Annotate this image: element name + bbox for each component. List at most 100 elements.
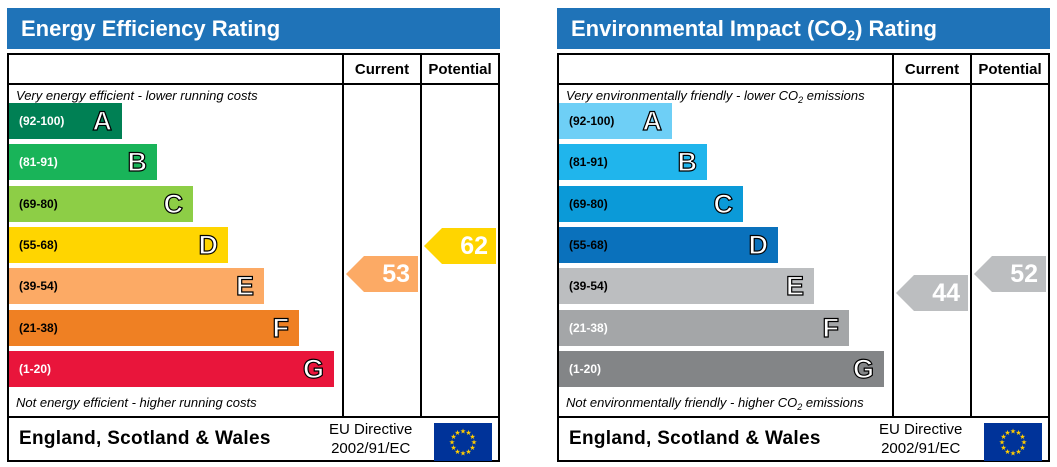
svg-text:★: ★: [449, 439, 455, 447]
svg-text:★: ★: [1021, 439, 1027, 447]
band-range-label: (21-38): [569, 320, 608, 335]
top-note: Very environmentally friendly - lower CO…: [566, 88, 865, 105]
title-text: ) Rating: [855, 16, 937, 41]
band-range-label: (39-54): [19, 279, 58, 294]
potential-rating-value: 52: [1010, 260, 1038, 288]
rating-band-g: (1-20) G: [9, 350, 334, 387]
rating-band-b: (81-91) B: [559, 144, 707, 181]
arrow-shape: [424, 228, 496, 264]
divider: [892, 55, 894, 416]
note-text: emissions: [802, 395, 864, 410]
band-range-label: (81-91): [19, 155, 58, 170]
svg-text:★: ★: [1004, 448, 1010, 456]
band-letter: D: [198, 229, 219, 260]
bottom-note: Not environmentally friendly - higher CO…: [566, 395, 864, 412]
country-label: England, Scotland & Wales: [19, 428, 271, 449]
energy-chart-frame: Current Potential Very energy efficient …: [7, 53, 500, 418]
band-letter: A: [92, 105, 113, 136]
note-text: Very environmentally friendly - lower CO: [566, 88, 799, 103]
svg-text:★: ★: [454, 429, 460, 437]
divider: [342, 55, 344, 416]
svg-text:★: ★: [1015, 429, 1021, 437]
band-range-label: (1-20): [569, 361, 602, 376]
band-letter: F: [272, 312, 290, 343]
band-range-label: (69-80): [19, 196, 58, 211]
environment-chart-frame: Current Potential Very environmentally f…: [557, 53, 1050, 418]
rating-band-d: (55-68) D: [559, 226, 778, 263]
eu-directive-label: EU Directive 2002/91/EC: [329, 420, 412, 458]
potential-column-header: Potential: [978, 61, 1042, 78]
band-range-label: (1-20): [19, 361, 52, 376]
band-letter: G: [852, 353, 874, 384]
environment-title: Environmental Impact (CO2) Rating: [557, 8, 1050, 49]
eu-flag-icon: ★ ★★★★★★★★★★★: [984, 423, 1042, 461]
divider: [420, 55, 422, 416]
divider: [559, 83, 1048, 85]
environmental-impact-panel: Environmental Impact (CO2) Rating Curren…: [557, 8, 1050, 462]
divider: [9, 83, 498, 85]
current-column-header: Current: [354, 61, 410, 78]
band-letter: B: [127, 147, 148, 178]
note-text: Not environmentally friendly - higher CO: [566, 395, 798, 410]
svg-text:★: ★: [450, 444, 456, 452]
top-note: Very energy efficient - lower running co…: [16, 88, 258, 103]
note-text: emissions: [803, 88, 865, 103]
current-rating-arrow: 44: [896, 275, 968, 311]
band-range-label: (21-38): [19, 320, 58, 335]
band-letter: G: [302, 353, 324, 384]
directive-line-2: 2002/91/EC: [331, 440, 411, 457]
title-subscript: 2: [847, 27, 856, 43]
band-letter: F: [822, 312, 840, 343]
potential-rating-value: 62: [460, 232, 488, 260]
band-range-label: (92-100): [569, 114, 615, 128]
svg-text:★: ★: [1015, 448, 1021, 456]
energy-footer: England, Scotland & Wales EU Directive 2…: [7, 418, 500, 462]
band-range-label: (39-54): [569, 279, 608, 294]
eu-flag-icon: ★ ★★★★★★★★★★★: [434, 423, 492, 461]
potential-column-header: Potential: [428, 61, 492, 78]
rating-band-b: (81-91) B: [9, 144, 157, 181]
svg-text:★: ★: [465, 429, 471, 437]
rating-band-e: (39-54) E: [559, 268, 814, 305]
rating-band-a: (92-100) A: [9, 103, 122, 139]
directive-line-1: EU Directive: [329, 421, 413, 438]
title-text: Environmental Impact (CO: [571, 16, 848, 41]
note-subscript: 2: [798, 95, 804, 105]
note-subscript: 2: [797, 402, 803, 412]
svg-text:★: ★: [1000, 444, 1006, 452]
svg-text:★: ★: [469, 433, 475, 441]
band-range-label: (55-68): [19, 237, 58, 252]
band-letter: C: [163, 188, 184, 219]
svg-text:★: ★: [1004, 429, 1010, 437]
svg-text:★: ★: [460, 450, 466, 458]
rating-band-f: (21-38) F: [559, 309, 849, 346]
energy-efficiency-panel: Energy Efficiency Rating Current Potenti…: [7, 8, 500, 462]
current-rating-arrow: 53: [346, 256, 418, 292]
svg-text:★: ★: [450, 433, 456, 441]
svg-text:★: ★: [454, 448, 460, 456]
current-column-header: Current: [904, 61, 960, 78]
rating-band-f: (21-38) F: [9, 309, 299, 346]
rating-band-e: (39-54) E: [9, 268, 264, 305]
eu-directive-label: EU Directive 2002/91/EC: [879, 420, 962, 458]
svg-text:★: ★: [999, 439, 1005, 447]
band-range-label: (92-100): [19, 114, 65, 128]
rating-band-c: (69-80) C: [9, 185, 193, 222]
svg-text:★: ★: [465, 448, 471, 456]
svg-text:★: ★: [460, 428, 466, 436]
divider: [970, 55, 972, 416]
svg-text:★: ★: [1019, 444, 1025, 452]
svg-text:★: ★: [1010, 450, 1016, 458]
bottom-note: Not energy efficient - higher running co…: [16, 395, 257, 410]
svg-text:★: ★: [469, 444, 475, 452]
svg-text:★: ★: [471, 439, 477, 447]
band-range-label: (69-80): [569, 196, 608, 211]
rating-band-g: (1-20) G: [559, 350, 884, 387]
rating-band-a: (92-100) A: [559, 103, 672, 139]
svg-text:★: ★: [1019, 433, 1025, 441]
environment-footer: England, Scotland & Wales EU Directive 2…: [557, 418, 1050, 462]
band-letter: A: [642, 105, 663, 136]
rating-band-d: (55-68) D: [9, 226, 228, 263]
band-range-label: (55-68): [569, 237, 608, 252]
potential-rating-arrow: 52: [974, 256, 1046, 292]
